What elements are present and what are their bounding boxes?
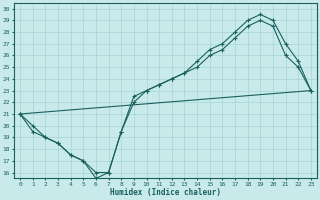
X-axis label: Humidex (Indice chaleur): Humidex (Indice chaleur) <box>110 188 221 197</box>
